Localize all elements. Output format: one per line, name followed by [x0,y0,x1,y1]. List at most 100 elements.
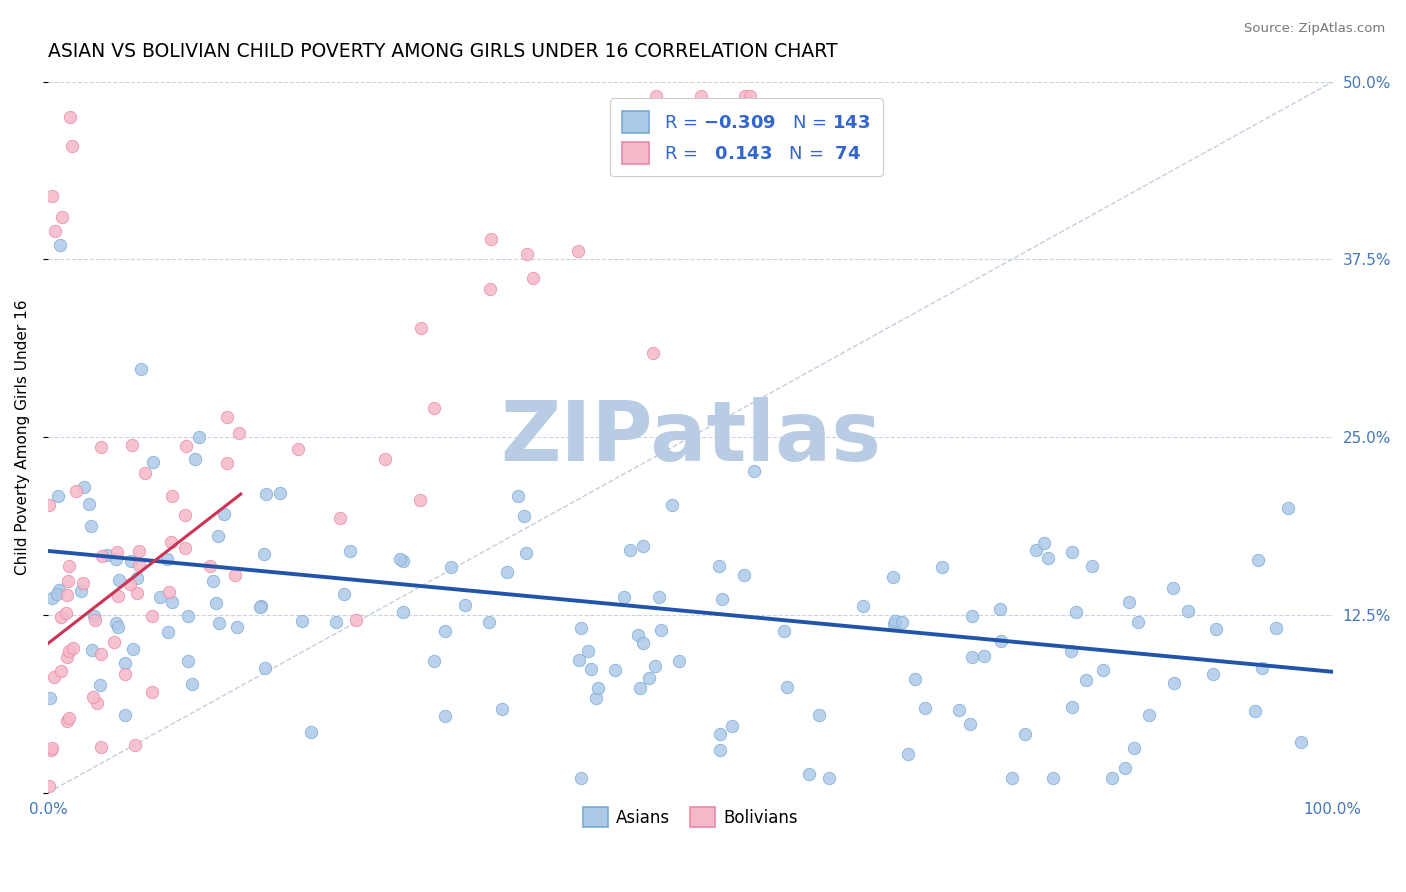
Point [775,680,797,694]
Point [914,701,936,715]
Point [508,489,530,503]
Point [1066,605,1088,619]
Point [904,672,927,686]
Point [1126,615,1149,630]
Point [478,282,501,296]
Point [960,608,983,623]
Point [82,690,104,704]
Point [628,681,651,696]
Point [883,615,905,629]
Point [799,767,821,781]
Point [187,430,209,444]
Point [198,558,221,573]
Point [1114,761,1136,775]
Point [141,609,163,624]
Point [254,487,277,501]
Point [852,599,875,613]
Point [174,508,197,522]
Point [579,662,602,676]
Point [333,586,356,600]
Point [128,558,150,572]
Point [990,633,1012,648]
Point [1001,772,1024,786]
Point [201,574,224,588]
Point [734,89,756,103]
Point [1177,604,1199,618]
Point [1161,581,1184,595]
Point [644,659,666,673]
Point [65,484,87,499]
Point [51,210,73,224]
Point [180,677,202,691]
Point [1060,644,1083,658]
Point [495,565,517,579]
Point [569,621,592,635]
Point [90,647,112,661]
Point [59,111,82,125]
Point [709,559,731,574]
Point [1243,704,1265,718]
Point [931,560,953,574]
Point [576,643,599,657]
Point [891,615,914,630]
Point [114,666,136,681]
Point [818,772,841,786]
Y-axis label: Child Poverty Among Girls Under 16: Child Poverty Among Girls Under 16 [15,300,30,575]
Point [772,624,794,638]
Point [613,590,636,604]
Point [142,455,165,469]
Point [668,654,690,668]
Point [374,452,396,467]
Point [157,585,180,599]
Point [58,574,80,588]
Point [72,480,94,494]
Point [392,605,415,619]
Point [103,635,125,649]
Point [1205,622,1227,636]
Point [124,738,146,752]
Point [249,599,271,614]
Point [959,717,981,731]
Point [733,568,755,582]
Point [1201,667,1223,681]
Point [661,499,683,513]
Point [619,543,641,558]
Point [513,509,536,524]
Point [249,599,271,614]
Point [107,589,129,603]
Point [41,591,63,605]
Point [118,577,141,591]
Point [440,559,463,574]
Point [38,498,60,512]
Point [882,570,904,584]
Point [58,711,80,725]
Point [46,489,69,503]
Point [1123,741,1146,756]
Point [128,544,150,558]
Point [742,465,765,479]
Point [1251,661,1274,675]
Point [721,719,744,733]
Point [55,606,77,620]
Point [1264,621,1286,635]
Point [121,641,143,656]
Point [174,439,197,453]
Point [70,583,93,598]
Point [650,623,672,637]
Point [39,743,62,757]
Point [515,546,537,560]
Point [1025,543,1047,558]
Point [160,534,183,549]
Point [105,544,128,558]
Point [134,466,156,480]
Point [89,677,111,691]
Point [160,595,183,609]
Point [58,559,80,574]
Point [988,602,1011,616]
Point [157,624,180,639]
Point [409,493,432,508]
Point [141,684,163,698]
Point [1289,734,1312,748]
Point [86,696,108,710]
Point [79,497,101,511]
